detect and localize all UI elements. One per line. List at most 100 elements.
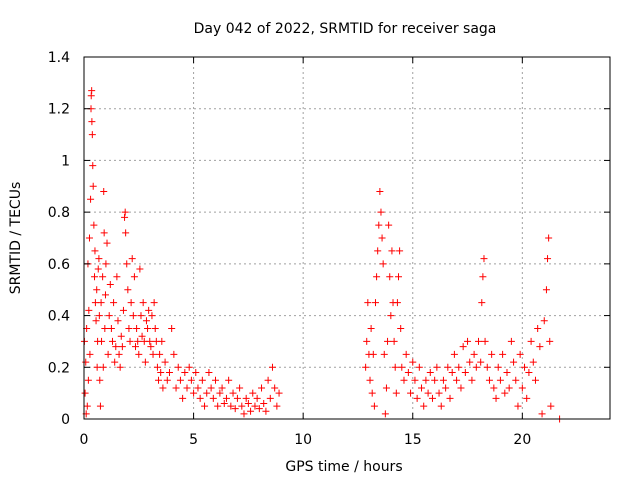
data-point xyxy=(547,402,555,410)
data-point xyxy=(130,273,138,281)
data-point xyxy=(179,394,187,402)
data-point xyxy=(89,162,97,170)
data-point xyxy=(258,384,266,392)
data-point xyxy=(268,363,276,371)
data-point xyxy=(168,325,176,332)
data-point xyxy=(101,291,109,299)
data-point xyxy=(466,358,474,366)
data-point xyxy=(400,376,408,384)
data-point xyxy=(439,376,447,384)
chart-title: Day 042 of 2022, SRMTID for receiver sag… xyxy=(194,21,497,37)
data-point xyxy=(499,350,507,358)
grid xyxy=(84,57,610,419)
data-point xyxy=(390,337,398,345)
data-point xyxy=(110,299,118,307)
data-point xyxy=(507,337,515,345)
data-point xyxy=(480,255,488,263)
data-point xyxy=(136,265,144,273)
data-point xyxy=(113,273,121,281)
data-point xyxy=(542,286,550,294)
data-point xyxy=(505,384,513,392)
data-point xyxy=(231,405,239,413)
y-tick-label: 1.4 xyxy=(48,50,70,66)
data-point xyxy=(229,389,237,397)
data-point xyxy=(536,343,544,351)
data-point xyxy=(85,234,93,242)
data-point xyxy=(433,363,441,371)
data-point xyxy=(409,358,417,366)
data-point xyxy=(87,195,95,203)
data-point xyxy=(544,255,552,263)
data-point xyxy=(510,358,518,366)
data-point xyxy=(95,312,103,320)
data-point xyxy=(457,384,465,392)
data-point xyxy=(422,376,430,384)
data-point xyxy=(149,350,157,358)
data-point xyxy=(135,350,143,358)
data-point xyxy=(475,337,482,345)
x-tick-label: 10 xyxy=(294,432,312,448)
data-point xyxy=(364,299,372,307)
data-point xyxy=(108,337,116,345)
data-point xyxy=(392,389,400,397)
y-axis-label: SRMTID / TECUs xyxy=(8,182,24,295)
data-point xyxy=(529,358,537,366)
x-axis-label: GPS time / hours xyxy=(285,459,402,475)
data-point xyxy=(170,350,178,358)
data-point xyxy=(203,389,211,397)
data-point xyxy=(225,376,233,384)
data-point xyxy=(362,363,370,371)
data-point xyxy=(370,402,378,410)
data-point xyxy=(97,299,105,307)
data-point xyxy=(426,368,434,376)
data-point xyxy=(155,376,163,384)
axis-ticks: 0 0.2 0.4 0.6 0.8 1 1.2 1.4 0 5 10 15 20 xyxy=(48,50,610,448)
data-point xyxy=(378,234,386,242)
data-point xyxy=(94,265,102,273)
data-point xyxy=(418,384,426,392)
data-point xyxy=(385,221,393,229)
data-point xyxy=(156,350,164,358)
data-point xyxy=(266,394,274,402)
data-point xyxy=(144,325,152,332)
data-point xyxy=(381,410,389,418)
data-point xyxy=(273,402,281,410)
data-point xyxy=(477,358,485,366)
data-point xyxy=(150,299,158,307)
data-point xyxy=(236,384,244,392)
data-point xyxy=(496,376,504,384)
data-point xyxy=(118,343,126,351)
data-point xyxy=(194,384,202,392)
data-point xyxy=(437,402,445,410)
data-point xyxy=(95,255,103,263)
data-point xyxy=(367,325,375,332)
data-point xyxy=(125,325,133,332)
data-point xyxy=(220,399,228,407)
data-point xyxy=(222,394,230,402)
data-point xyxy=(527,337,535,345)
data-point xyxy=(115,350,123,358)
data-point xyxy=(159,384,167,392)
data-point xyxy=(139,299,147,307)
data-point xyxy=(371,299,379,307)
data-point xyxy=(207,384,215,392)
y-tick-label: 0.4 xyxy=(48,309,70,325)
data-point xyxy=(492,394,500,402)
data-point xyxy=(369,350,377,358)
data-point xyxy=(176,376,184,384)
data-point xyxy=(138,332,146,340)
data-point xyxy=(380,350,388,358)
data-point xyxy=(165,368,173,376)
data-point xyxy=(83,402,91,410)
data-point xyxy=(91,273,99,281)
data-point xyxy=(122,229,130,237)
data-point xyxy=(384,337,392,345)
data-point xyxy=(141,358,149,366)
data-point xyxy=(112,343,120,351)
data-point xyxy=(88,87,96,95)
data-point xyxy=(102,260,110,268)
x-tick-label: 15 xyxy=(404,432,422,448)
data-point xyxy=(240,410,248,418)
data-point xyxy=(105,312,113,320)
